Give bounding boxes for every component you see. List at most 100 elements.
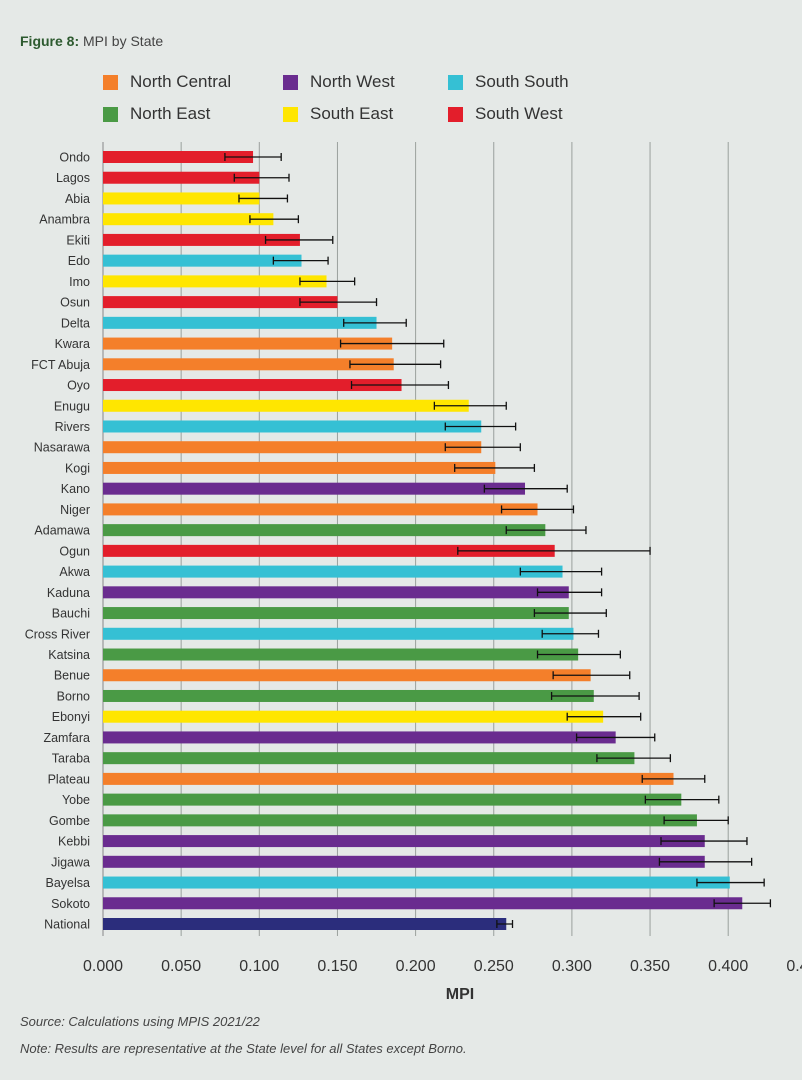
bar: [103, 233, 300, 246]
y-tick-label: Kogi: [65, 461, 90, 475]
bar: [103, 420, 482, 433]
legend-item: South South: [448, 72, 569, 92]
bar: [103, 627, 574, 640]
legend-item: North West: [283, 72, 395, 92]
y-tick-label: Kano: [61, 482, 90, 496]
legend-item: North East: [103, 104, 210, 124]
y-tick-label: Zamfara: [43, 731, 90, 745]
y-tick-label: Lagos: [56, 171, 90, 185]
y-tick-label: Plateau: [48, 772, 90, 786]
bar: [103, 752, 635, 765]
bar: [103, 461, 496, 474]
y-tick-label: Delta: [61, 316, 90, 330]
bar: [103, 503, 538, 516]
y-tick-label: Sokoto: [51, 897, 90, 911]
legend-swatch: [448, 74, 463, 90]
y-tick-label: Ogun: [59, 544, 90, 558]
bar: [103, 544, 555, 557]
bar: [103, 316, 377, 329]
legend-label: South West: [475, 104, 563, 123]
bar: [103, 876, 730, 889]
y-tick-label: Edo: [68, 254, 90, 268]
y-tick-label: Kwara: [55, 337, 90, 351]
x-tick-label: 0.050: [161, 958, 201, 975]
bar: [103, 772, 674, 785]
y-tick-label: Niger: [60, 503, 90, 517]
bar: [103, 192, 260, 205]
x-tick-label: 0.100: [239, 958, 279, 975]
bar: [103, 213, 274, 226]
x-tick-label: 0.300: [552, 958, 592, 975]
y-tick-label: Adamawa: [34, 524, 90, 538]
y-tick-label: Cross River: [25, 627, 90, 641]
footnote: Note: Results are representative at the …: [20, 1041, 467, 1056]
bar: [103, 855, 705, 868]
y-tick-label: Abia: [65, 192, 90, 206]
legend-item: North Central: [103, 72, 231, 92]
x-tick-label: 0.400: [708, 958, 748, 975]
y-tick-label: Ondo: [59, 151, 90, 165]
bar: [103, 482, 526, 495]
bar: [103, 897, 743, 910]
y-tick-label: Ekiti: [66, 233, 90, 247]
bar: [103, 379, 402, 392]
bar: [103, 296, 338, 309]
figure-title-text: MPI by State: [83, 33, 164, 49]
legend-label: South South: [475, 72, 569, 91]
bar: [103, 151, 254, 163]
bar: [103, 648, 579, 661]
bar: [103, 793, 682, 806]
legend-swatch: [283, 106, 298, 122]
y-tick-label: FCT Abuja: [31, 358, 90, 372]
x-axis-label: MPI: [446, 986, 474, 1003]
y-tick-label: National: [44, 918, 90, 932]
y-tick-label: Ebonyi: [52, 710, 90, 724]
bar: [103, 358, 394, 371]
y-tick-label: Rivers: [55, 420, 90, 434]
bar: [103, 399, 469, 412]
legend-swatch: [103, 74, 118, 90]
y-tick-label: Anambra: [39, 213, 90, 227]
bar: [103, 835, 705, 848]
x-tick-label: 0.150: [317, 958, 357, 975]
bar: [103, 607, 569, 620]
y-tick-label: Kaduna: [47, 586, 90, 600]
legend-item: South East: [283, 104, 393, 124]
bar: [103, 918, 507, 930]
x-tick-label: 0.450: [786, 958, 802, 975]
y-tick-label: Benue: [54, 669, 90, 683]
legend-swatch: [103, 106, 118, 122]
bar: [103, 524, 546, 537]
figure-title: Figure 8: MPI by State: [20, 33, 163, 49]
bar: [103, 710, 604, 723]
legend-label: North West: [310, 72, 395, 91]
figure-number: Figure 8:: [20, 33, 80, 49]
bar: [103, 275, 327, 288]
bar: [103, 565, 563, 578]
y-tick-label: Gombe: [49, 814, 90, 828]
y-tick-label: Borno: [57, 689, 90, 703]
y-tick-label: Akwa: [59, 565, 90, 579]
y-tick-label: Katsina: [48, 648, 90, 662]
bar: [103, 337, 393, 350]
legend-swatch: [283, 74, 298, 90]
legend-swatch: [448, 106, 463, 122]
bar: [103, 254, 302, 267]
y-tick-label: Bauchi: [52, 607, 90, 621]
x-tick-label: 0.250: [474, 958, 514, 975]
bar: [103, 171, 260, 184]
bar: [103, 731, 616, 744]
y-tick-label: Jigawa: [51, 855, 90, 869]
y-tick-label: Yobe: [62, 793, 90, 807]
x-tick-label: 0.350: [630, 958, 670, 975]
y-tick-label: Taraba: [52, 752, 90, 766]
y-tick-label: Bayelsa: [46, 876, 91, 890]
y-tick-label: Osun: [60, 296, 90, 310]
legend-item: South West: [448, 104, 563, 124]
y-tick-label: Kebbi: [58, 835, 90, 849]
y-tick-label: Imo: [69, 275, 90, 289]
legend-label: North East: [130, 104, 211, 123]
x-tick-label: 0.200: [396, 958, 436, 975]
bar: [103, 586, 569, 599]
